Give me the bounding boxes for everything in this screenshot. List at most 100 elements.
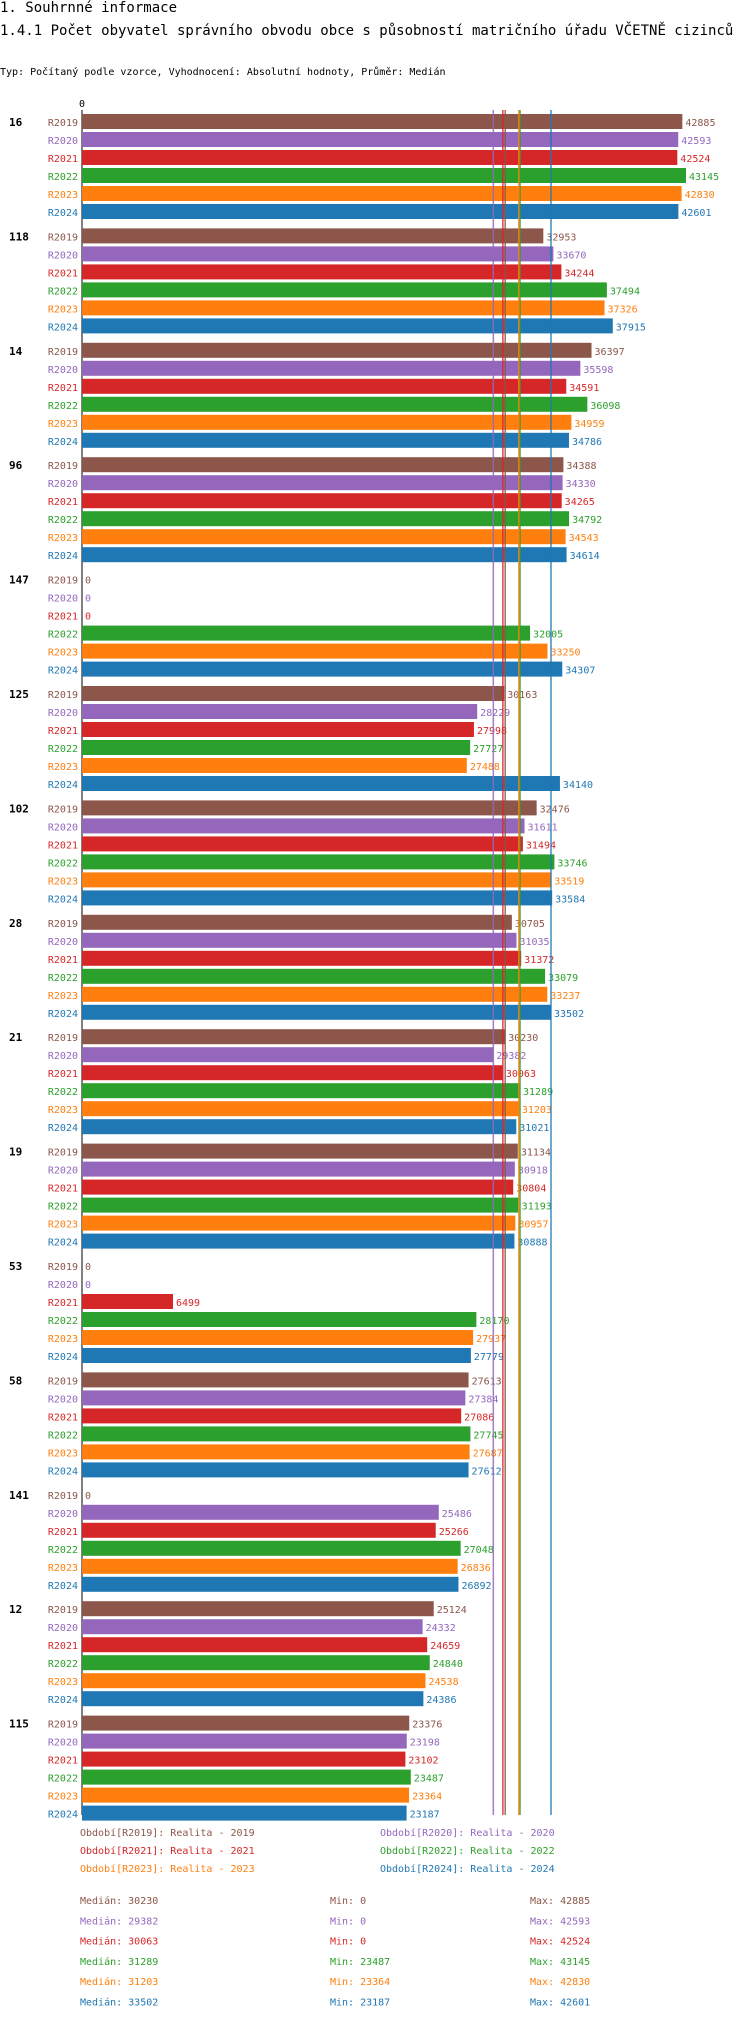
group-label: 19 [9, 1146, 22, 1159]
series-label: R2021 [48, 840, 78, 851]
group-label: 141 [9, 1489, 29, 1502]
bar-r2021 [82, 950, 522, 966]
stat-min: Min: 0 [330, 1896, 366, 1907]
series-label: R2022 [48, 1774, 78, 1785]
bar-value-label: 23487 [414, 1774, 444, 1785]
series-label: R2023 [48, 533, 78, 544]
series-label: R2024 [48, 437, 78, 448]
bar-r2019 [82, 457, 564, 473]
bar-r2023 [82, 758, 467, 773]
stat-max: Max: 42593 [530, 1916, 590, 1927]
bar-r2020 [82, 818, 525, 834]
group-label: 12 [9, 1603, 22, 1616]
series-label: R2022 [48, 1545, 78, 1556]
series-label: R2023 [48, 419, 78, 430]
bar-r2022 [82, 1540, 461, 1556]
stat-max: Max: 43145 [530, 1957, 590, 1968]
bar-value-label: 27779 [474, 1352, 504, 1363]
series-label: R2019 [48, 690, 78, 701]
bar-value-label: 31021 [519, 1123, 549, 1134]
series-label: R2023 [48, 1792, 78, 1803]
series-label: R2023 [48, 1563, 78, 1574]
series-label: R2020 [48, 136, 78, 147]
bar-value-label: 27998 [477, 726, 507, 737]
bar-value-label: 24332 [426, 1623, 456, 1634]
bar-value-label: 34307 [565, 666, 595, 677]
bar-value-label: 31289 [523, 1087, 553, 1098]
bar-r2023 [82, 1215, 516, 1231]
bar-value-label: 27687 [473, 1448, 503, 1459]
group-label: 14 [9, 345, 23, 358]
series-label: R2019 [48, 461, 78, 472]
bar-r2021 [82, 1408, 462, 1424]
series-label: R2022 [48, 1316, 78, 1327]
bar-value-label: 0 [85, 594, 91, 605]
bar-r2023 [82, 529, 566, 545]
group-label: 102 [9, 802, 29, 815]
bar-value-label: 37915 [616, 322, 646, 333]
bar-r2024 [82, 1691, 424, 1707]
series-label: R2019 [48, 1033, 78, 1044]
bar-value-label: 27384 [468, 1394, 498, 1405]
stat-median: Medián: 30063 [80, 1936, 158, 1948]
bar-value-label: 37326 [608, 304, 638, 315]
bar-value-label: 26892 [461, 1581, 491, 1592]
series-label: R2024 [48, 1238, 78, 1249]
series-label: R2022 [48, 1087, 78, 1098]
axis-zero-label: 0 [79, 99, 85, 110]
bar-value-label: 30230 [508, 1033, 538, 1044]
series-label: R2019 [48, 804, 78, 815]
bar-value-label: 42524 [680, 154, 710, 165]
bar-r2020 [82, 246, 554, 262]
bar-value-label: 25124 [437, 1605, 467, 1616]
bar-r2024 [82, 1805, 407, 1821]
bar-r2022 [82, 511, 570, 527]
series-label: R2023 [48, 1334, 78, 1345]
bar-r2024 [82, 1233, 515, 1249]
bar-value-label: 24538 [429, 1677, 459, 1688]
series-label: R2021 [48, 268, 78, 279]
stat-min: Min: 0 [330, 1937, 366, 1948]
stat-min: Min: 23487 [330, 1957, 390, 1968]
bar-r2019 [82, 1143, 518, 1159]
series-label: R2020 [48, 822, 78, 833]
series-label: R2024 [48, 894, 78, 905]
group-label: 58 [9, 1374, 22, 1387]
series-label: R2021 [48, 612, 78, 623]
bar-r2022 [82, 168, 686, 183]
legend-item: Období[R2024]: Realita - 2024 [380, 1863, 555, 1875]
bar-r2023 [82, 1787, 410, 1803]
group-label: 115 [9, 1718, 29, 1731]
legend-item: Období[R2020]: Realita - 2020 [380, 1827, 555, 1839]
section-heading: 1. Souhrnné informace [0, 0, 178, 16]
bar-r2020 [82, 475, 563, 491]
series-label: R2020 [48, 594, 78, 605]
bar-value-label: 28229 [480, 708, 510, 719]
series-label: R2019 [48, 1376, 78, 1387]
series-label: R2021 [48, 1756, 78, 1767]
group-label: 16 [9, 116, 23, 129]
series-label: R2020 [48, 1738, 78, 1749]
bar-r2020 [82, 1161, 515, 1177]
bar-value-label: 34591 [569, 383, 599, 394]
bar-r2024 [82, 1348, 471, 1363]
bar-r2024 [82, 547, 567, 563]
bar-value-label: 34140 [563, 780, 593, 791]
series-label: R2024 [48, 1009, 78, 1020]
series-label: R2020 [48, 1051, 78, 1062]
bar-value-label: 42830 [685, 190, 715, 201]
series-label: R2023 [48, 1677, 78, 1688]
bar-r2020 [82, 360, 581, 376]
bar-value-label: 35598 [583, 365, 613, 376]
bar-value-label: 23187 [410, 1810, 440, 1821]
bar-value-label: 31035 [519, 937, 549, 948]
bar-value-label: 0 [85, 612, 91, 623]
bar-r2021 [82, 378, 567, 394]
chart-subtitle: Typ: Počítaný podle vzorce, Vyhodnocení:… [0, 67, 446, 78]
bar-value-label: 24659 [430, 1641, 460, 1652]
series-label: R2021 [48, 497, 78, 508]
bar-value-label: 42601 [681, 208, 711, 219]
bar-value-label: 31193 [522, 1202, 552, 1213]
bar-r2021 [82, 1294, 173, 1309]
